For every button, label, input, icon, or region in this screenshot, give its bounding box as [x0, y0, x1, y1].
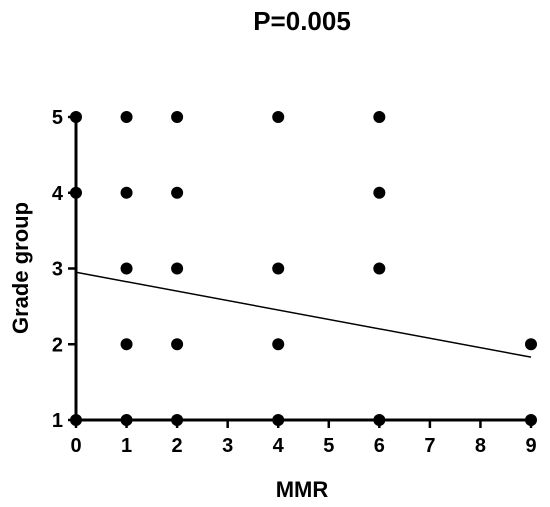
y-axis-ticks: 1 2 3 4 5 — [52, 107, 76, 432]
data-point — [525, 338, 537, 351]
data-points — [70, 111, 537, 426]
y-axis-label: Grade group — [8, 202, 33, 334]
data-point — [120, 186, 133, 199]
data-point — [70, 111, 82, 123]
data-point — [525, 414, 537, 426]
x-tick-label: 6 — [374, 435, 385, 457]
x-tick-label: 3 — [222, 435, 233, 457]
x-axis-label: MMR — [276, 477, 329, 502]
trend-line — [75, 271, 532, 358]
data-point — [171, 111, 184, 123]
data-point — [373, 186, 386, 199]
x-tick-label: 0 — [70, 435, 81, 457]
data-point — [272, 262, 285, 275]
data-point — [373, 414, 386, 426]
data-point — [120, 262, 133, 275]
data-point — [70, 186, 82, 199]
axes — [74, 117, 531, 422]
data-point — [70, 414, 82, 426]
data-point — [171, 186, 184, 199]
chart-title: P=0.005 — [253, 6, 351, 36]
y-tick-label: 2 — [52, 334, 63, 356]
y-tick-label: 5 — [52, 107, 63, 129]
data-point — [171, 262, 184, 275]
x-tick-label: 2 — [172, 435, 183, 457]
data-point — [120, 338, 133, 351]
data-point — [373, 111, 386, 123]
x-tick-label: 5 — [323, 435, 334, 457]
x-tick-label: 8 — [475, 435, 486, 457]
data-point — [272, 111, 285, 123]
data-point — [171, 338, 184, 351]
x-tick-label: 9 — [525, 435, 536, 457]
data-point — [171, 414, 184, 426]
trend-line-group — [75, 271, 532, 358]
y-tick-label: 3 — [52, 259, 63, 281]
data-point — [120, 111, 133, 123]
x-axis-ticks: 0 1 2 3 4 5 6 7 8 9 — [70, 420, 537, 457]
y-tick-label: 1 — [52, 410, 63, 432]
x-tick-label: 7 — [424, 435, 435, 457]
data-point — [120, 414, 133, 426]
x-tick-label: 4 — [273, 435, 285, 457]
data-point — [272, 338, 285, 351]
y-tick-label: 4 — [52, 183, 64, 205]
x-tick-label: 1 — [121, 435, 132, 457]
data-point — [373, 262, 386, 275]
data-point — [272, 414, 285, 426]
